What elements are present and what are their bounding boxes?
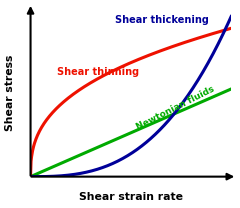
Text: Shear strain rate: Shear strain rate — [79, 192, 183, 202]
Text: Shear thickening: Shear thickening — [115, 15, 209, 25]
Text: Shear stress: Shear stress — [6, 54, 16, 131]
Text: Newtonian fluids: Newtonian fluids — [135, 84, 216, 131]
Text: Shear thinning: Shear thinning — [57, 68, 139, 78]
